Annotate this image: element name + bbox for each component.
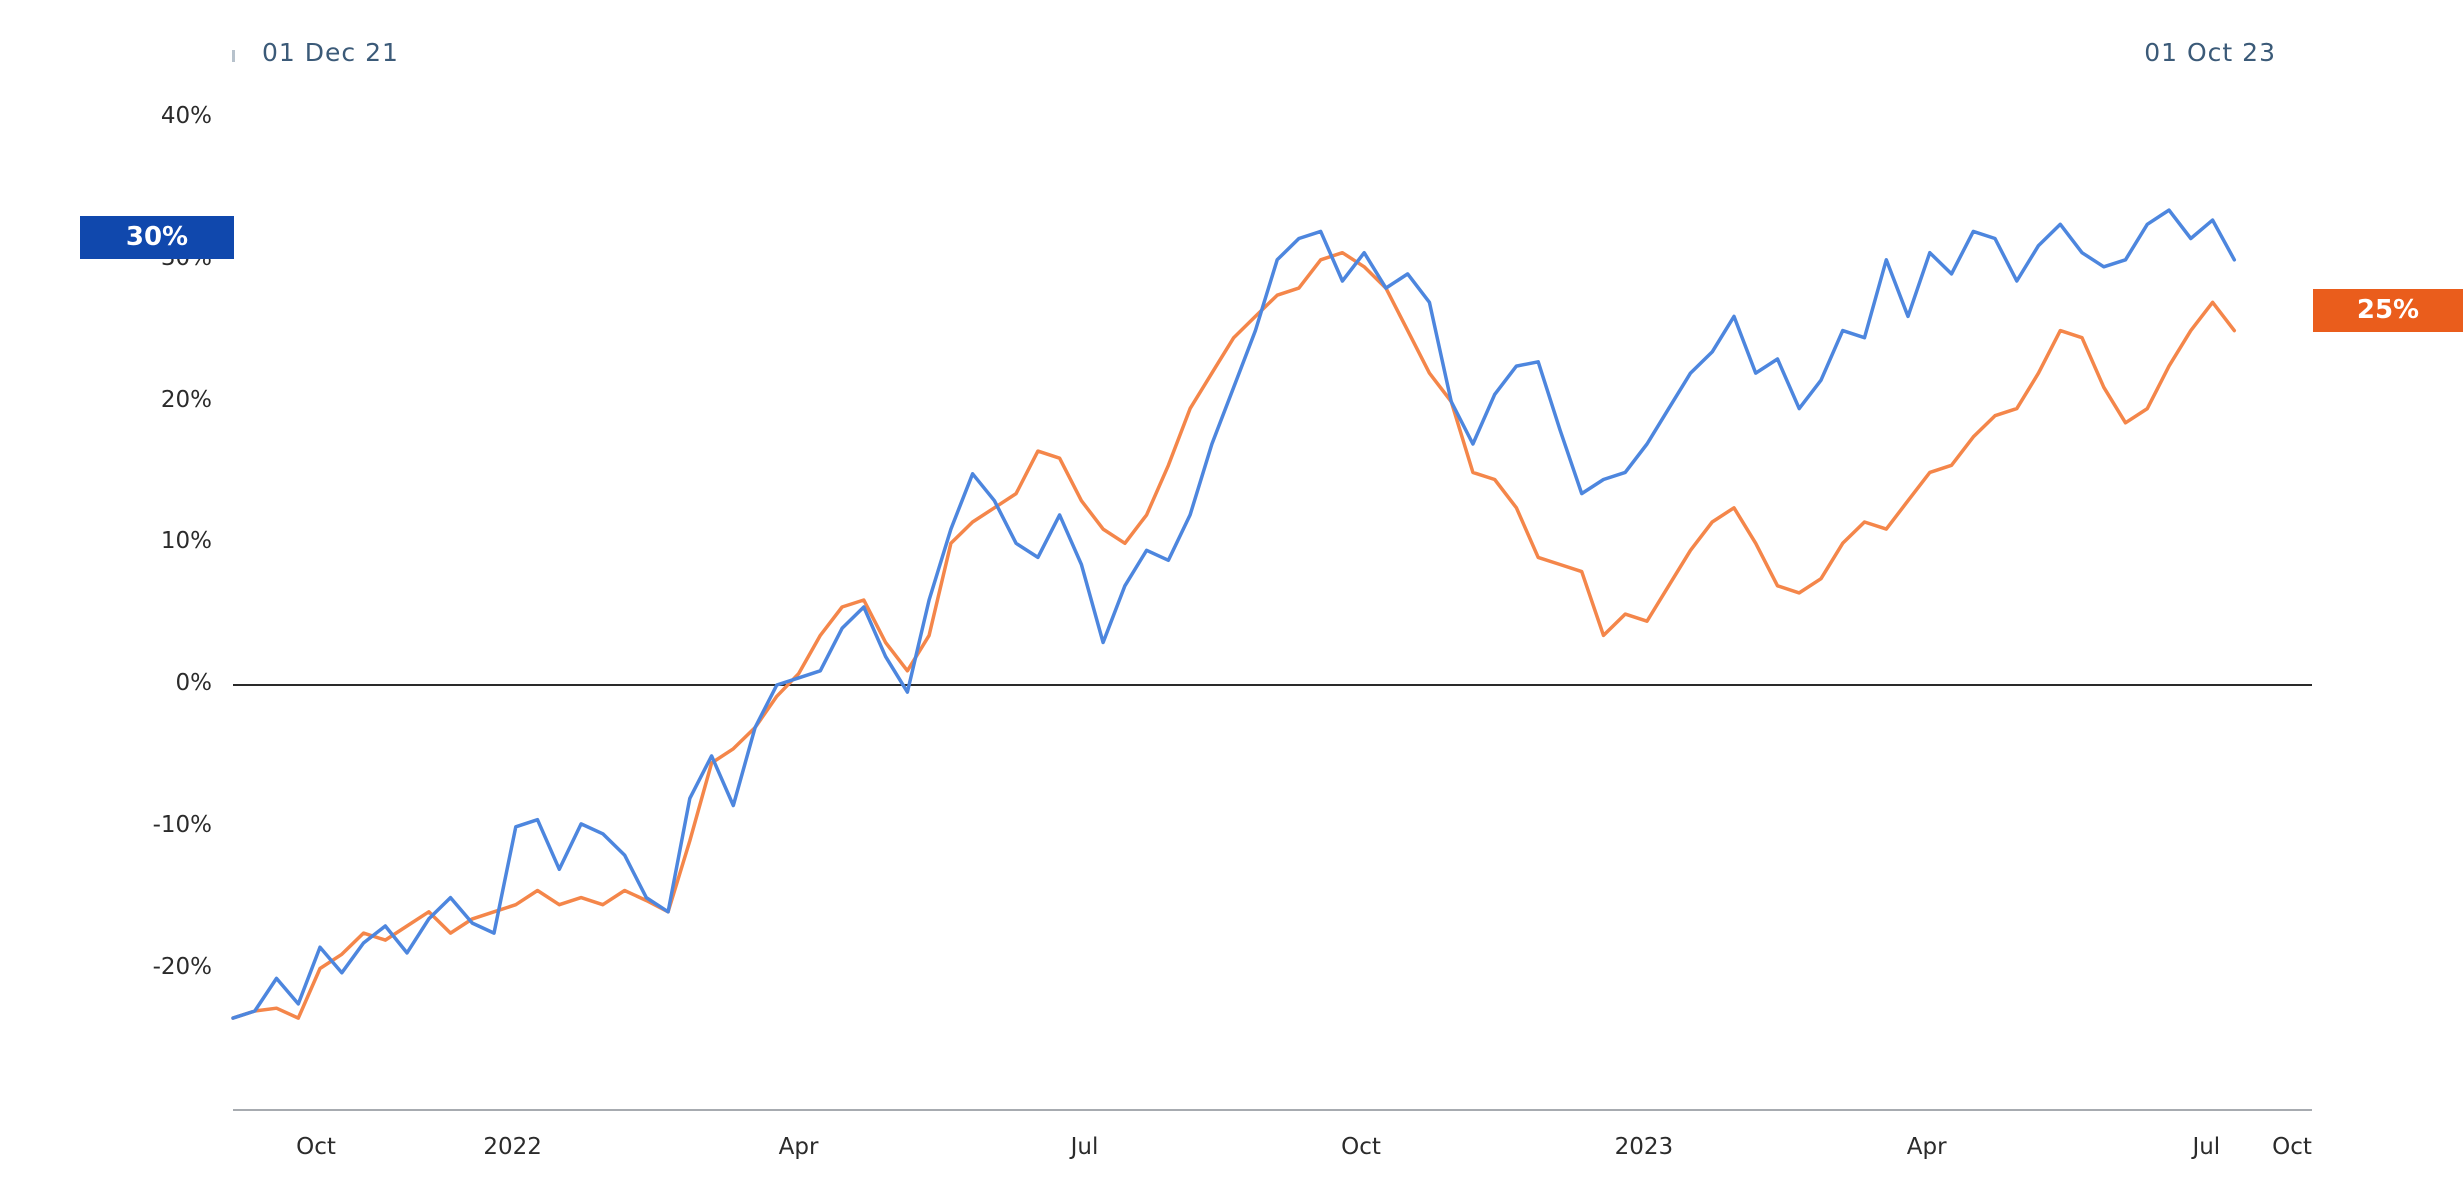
- x-tick-label: Jul: [1070, 1134, 1099, 1160]
- y-tick-label: 20%: [160, 386, 212, 413]
- y-tick-label: -10%: [152, 811, 212, 838]
- x-tick-label: 2022: [483, 1134, 542, 1160]
- series-b-end-value-badge: 25%: [2313, 289, 2463, 332]
- y-tick-label: 0%: [175, 670, 213, 696]
- corner-tick: [232, 50, 235, 62]
- series-a-end-value-badge: 30%: [80, 216, 234, 259]
- x-tick-label: Apr: [1906, 1134, 1947, 1160]
- series-a-line: [231, 208, 2237, 1020]
- y-tick-label: 40%: [160, 103, 212, 129]
- end-date-label: 01 Oct 23: [2144, 38, 2276, 67]
- x-tick-label: 2023: [1614, 1134, 1674, 1160]
- x-tick-label: Oct: [2272, 1134, 2312, 1160]
- y-tick-label: -20%: [152, 953, 212, 980]
- series-b-line: [231, 250, 2237, 1020]
- x-tick-label: Jul: [2192, 1134, 2221, 1160]
- x-tick-label: Oct: [1341, 1134, 1381, 1160]
- x-tick-label: Oct: [296, 1134, 336, 1160]
- start-date-label: 01 Dec 21: [262, 38, 399, 67]
- x-tick-label: Apr: [778, 1134, 819, 1160]
- y-tick-label: 10%: [160, 528, 212, 555]
